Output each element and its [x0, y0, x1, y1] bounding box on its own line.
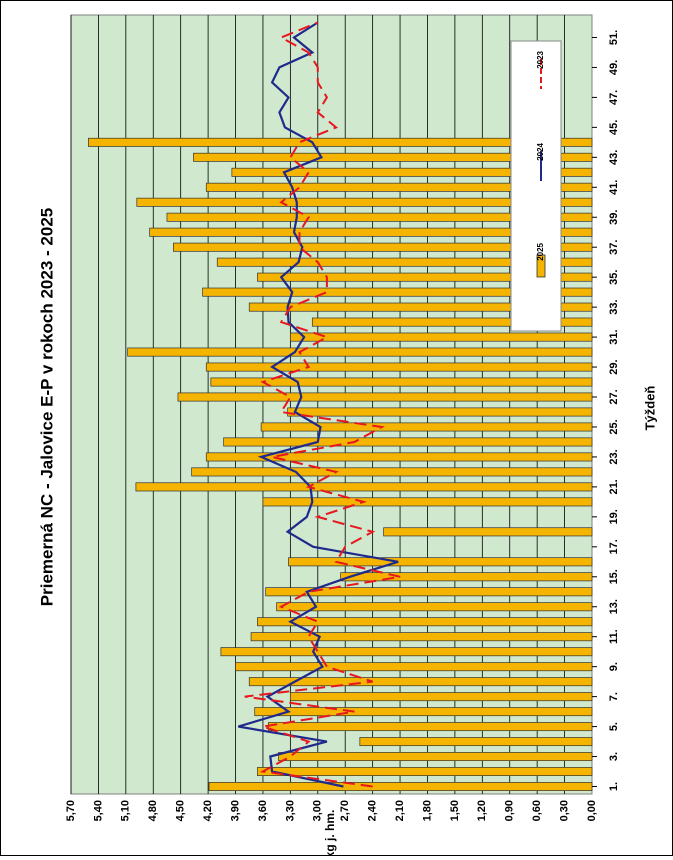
bar-2025: [250, 632, 593, 642]
bar-2025: [290, 332, 593, 342]
bar-2025: [383, 527, 593, 537]
bar-2025: [191, 467, 593, 477]
bar-2025: [88, 137, 593, 147]
value-tick-label: 4,50: [175, 800, 187, 821]
bar-2025: [127, 347, 593, 357]
week-tick-label: 23.: [608, 449, 620, 464]
chart-title: Priemerná NC - Jalovice E-P v rokoch 202…: [37, 208, 56, 606]
week-tick-label: 19.: [608, 509, 620, 524]
week-tick-label: 45.: [608, 120, 620, 135]
week-tick-label: 5.: [608, 722, 620, 731]
week-tick-label: 9.: [608, 662, 620, 671]
bar-2025: [136, 197, 593, 207]
week-tick-label: 37.: [608, 240, 620, 255]
bar-2025: [149, 227, 593, 237]
bar-2025: [288, 557, 593, 567]
bar-2025: [359, 737, 593, 747]
week-tick-label: 3.: [608, 752, 620, 761]
week-tick-label: 29.: [608, 359, 620, 374]
bar-2025: [177, 392, 593, 402]
value-tick-label: 1,80: [421, 800, 433, 821]
week-tick-label: 33.: [608, 299, 620, 314]
week-tick-label: 47.: [608, 90, 620, 105]
week-tick-label: 51.: [608, 30, 620, 45]
bar-2025: [278, 752, 593, 762]
week-tick-label: 7.: [608, 692, 620, 701]
bar-2025: [257, 617, 593, 627]
bar-2025: [268, 722, 593, 732]
legend-label-2025: 2025: [536, 242, 545, 260]
bar-2025: [254, 707, 593, 717]
legend-box: [510, 40, 562, 332]
series-line-2024: [237, 21, 399, 788]
bar-2025: [208, 782, 593, 791]
value-tick-label: 5,70: [65, 800, 77, 821]
legend-label-2023: 2023: [536, 50, 545, 68]
value-tick-label: 3,00: [312, 800, 324, 821]
bar-2025: [202, 287, 593, 297]
week-tick-label: 43.: [608, 150, 620, 165]
week-tick-label: 49.: [608, 60, 620, 75]
bar-2025: [210, 377, 593, 387]
bar-2025: [205, 362, 593, 372]
series-line-2023: [244, 21, 401, 788]
week-tick-label: 35.: [608, 270, 620, 285]
value-tick-label: 0,60: [531, 800, 543, 821]
week-tick-label: 1.: [608, 782, 620, 791]
legend-swatch-2025: [536, 254, 546, 278]
bar-2025: [235, 662, 593, 672]
week-tick-label: 25.: [608, 419, 620, 434]
week-tick-label: 27.: [608, 389, 620, 404]
value-tick-label: 4,20: [202, 800, 214, 821]
legend-label-2024: 2024: [536, 142, 545, 160]
bar-2025: [248, 677, 593, 687]
value-tick-label: 0,90: [504, 800, 516, 821]
bar-2025: [220, 647, 593, 657]
week-tick-label: 39.: [608, 210, 620, 225]
value-tick-label: 3,30: [284, 800, 296, 821]
bar-2025: [340, 572, 593, 582]
value-tick-label: 3,60: [257, 800, 269, 821]
bar-2025: [257, 767, 593, 776]
week-tick-label: 31.: [608, 329, 620, 344]
week-tick-label: 11.: [608, 629, 620, 644]
week-tick-label: 21.: [608, 479, 620, 494]
value-tick-label: 2,70: [339, 800, 351, 821]
value-tick-label: 0,30: [558, 800, 570, 821]
value-tick-label: 2,40: [367, 800, 379, 821]
x-axis-title: Týždeň: [642, 386, 657, 431]
value-tick-label: 1,50: [449, 800, 461, 821]
bar-2025: [135, 482, 593, 492]
week-tick-label: 17.: [608, 539, 620, 554]
week-tick-label: 13.: [608, 599, 620, 614]
bar-2025: [262, 497, 593, 507]
value-tick-label: 5,40: [92, 800, 104, 821]
value-tick-label: 0,00: [586, 800, 598, 821]
value-tick-label: 3,90: [229, 800, 241, 821]
bar-2025: [290, 692, 593, 702]
y-axis-title: €/kg j. hm.: [323, 810, 337, 855]
week-tick-label: 41.: [608, 180, 620, 195]
value-tick-label: 1,20: [476, 800, 488, 821]
value-tick-label: 2,10: [394, 800, 406, 821]
bar-2025: [231, 167, 593, 177]
bar-2025: [265, 587, 593, 597]
value-tick-label: 5,10: [120, 800, 132, 821]
week-tick-label: 15.: [608, 569, 620, 584]
bar-2025: [223, 437, 593, 447]
bar-2025: [287, 407, 593, 417]
bar-2025: [311, 317, 593, 327]
bar-2025: [260, 422, 593, 432]
bar-2025: [276, 602, 593, 612]
value-tick-label: 4,80: [147, 800, 159, 821]
bar-2025: [216, 257, 593, 267]
